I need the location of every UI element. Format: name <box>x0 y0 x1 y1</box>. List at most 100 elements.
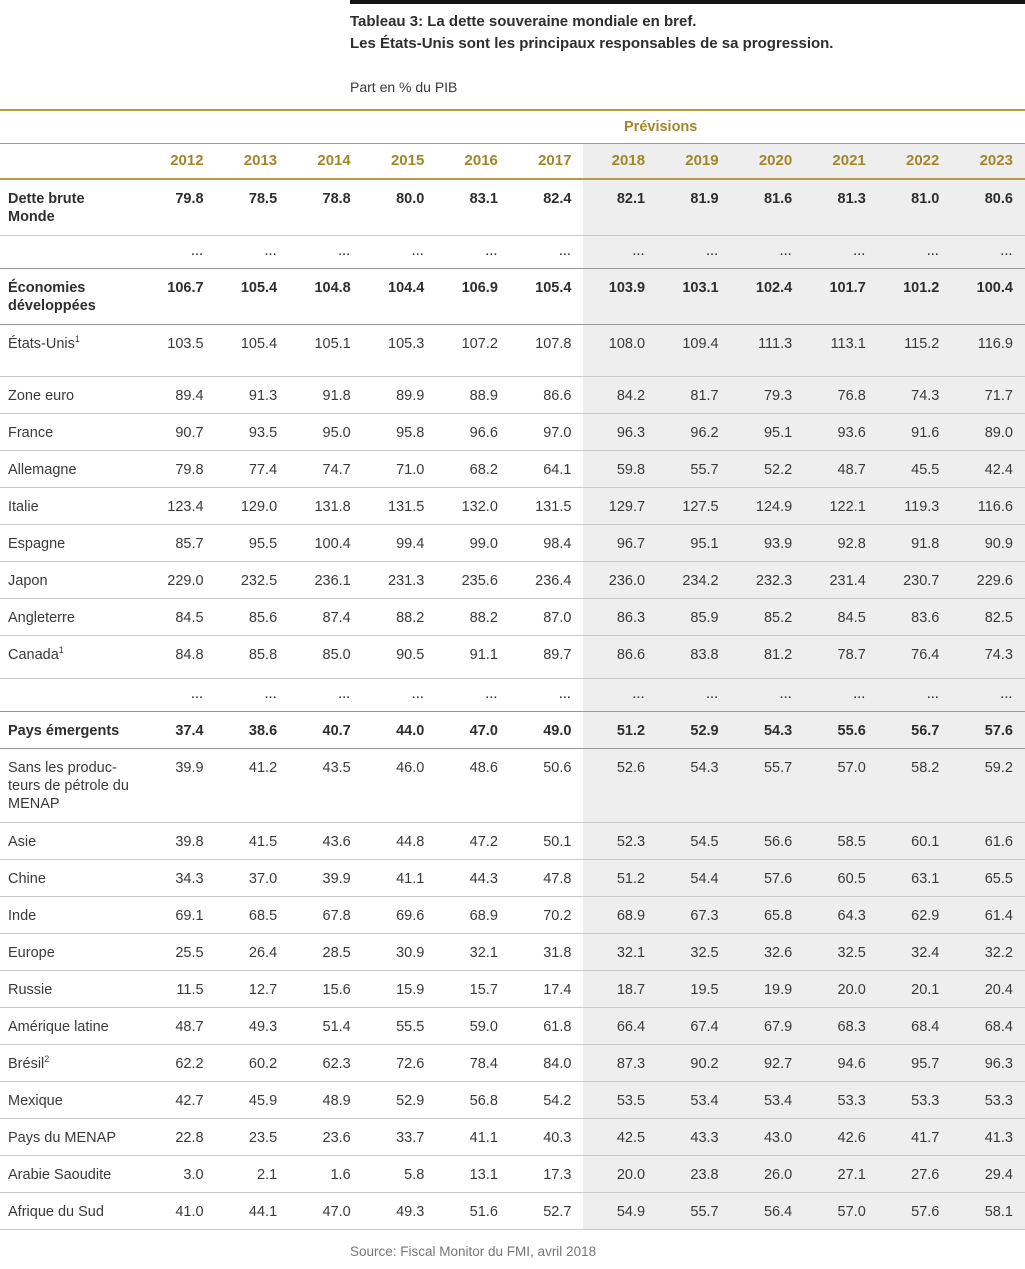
value-cell: 98.4 <box>543 536 572 552</box>
value-cell: 54.4 <box>657 860 731 896</box>
value-cell: 132.0 <box>461 499 498 515</box>
value-cell: 105.4 <box>240 280 278 296</box>
value-cell: 57.6 <box>951 712 1025 748</box>
table-row: Mexique 42.7 45.9 48.9 52.9 56.8 54.2 53.5 53.4… <box>0 1081 1025 1118</box>
value-cell: ... <box>657 679 731 711</box>
value-cell: 96.2 <box>657 414 731 450</box>
title-block: Tableau 3: La dette souveraine mondiale … <box>350 0 1025 95</box>
value-cell: 88.9 <box>469 388 498 404</box>
row-label: Chine <box>8 871 46 887</box>
value-cell: 85.7 <box>175 536 204 552</box>
value-cell: 55.6 <box>804 712 878 748</box>
value-cell: 79.8 <box>175 462 204 478</box>
value-cell: 124.9 <box>730 488 805 524</box>
value-cell: 17.3 <box>543 1167 572 1183</box>
value-cell: 32.5 <box>657 934 731 970</box>
value-cell: 60.2 <box>248 1056 278 1072</box>
value-cell: 20.1 <box>877 971 952 1007</box>
value-cell: 96.3 <box>951 1045 1025 1081</box>
value-cell: 111.3 <box>730 325 805 376</box>
value-cell: 80.6 <box>951 180 1025 235</box>
value-cell: ... <box>485 689 498 701</box>
value-cell: 235.6 <box>461 573 498 589</box>
value-cell: 18.7 <box>583 971 658 1007</box>
value-cell: 95.1 <box>657 525 731 561</box>
value-cell: 106.7 <box>167 280 204 296</box>
value-cell: 53.5 <box>583 1082 658 1118</box>
row-label: Afrique du Sud <box>8 1204 104 1220</box>
value-cell: 39.8 <box>175 834 204 850</box>
value-cell: ... <box>804 679 878 711</box>
source-note: Source: Fiscal Monitor du FMI, avril 201… <box>350 1244 597 1259</box>
value-cell: 84.2 <box>583 377 658 413</box>
value-cell: 108.0 <box>583 325 658 376</box>
value-cell: 95.1 <box>730 414 805 450</box>
value-cell: 107.8 <box>535 336 572 352</box>
table-row: Europe 25.5 26.4 28.5 30.9 32.1 31.8 32.1 32.5 3… <box>0 933 1025 970</box>
value-cell: 20.4 <box>951 971 1025 1007</box>
value-cell: 90.5 <box>396 647 425 663</box>
row-label <box>0 236 142 268</box>
value-cell: 95.7 <box>877 1045 952 1081</box>
value-cell: 30.9 <box>396 945 425 961</box>
table-row: .................................... <box>0 235 1025 268</box>
value-cell: 3.0 <box>183 1167 204 1183</box>
value-cell: 85.9 <box>657 599 731 635</box>
value-cell: 81.0 <box>877 180 952 235</box>
value-cell: 62.2 <box>175 1056 204 1072</box>
value-cell: 99.4 <box>396 536 425 552</box>
table-row: Afrique du Sud 41.0 44.1 47.0 49.3 51.6 52.7 5… <box>0 1192 1025 1229</box>
row-label: France <box>8 425 54 441</box>
value-cell: 51.2 <box>583 712 658 748</box>
value-cell: 68.5 <box>248 908 278 924</box>
year-cell: 2016 <box>464 152 498 169</box>
value-cell: 43.0 <box>730 1119 805 1155</box>
value-cell: 2.1 <box>256 1167 278 1183</box>
value-cell: 49.0 <box>543 723 572 739</box>
value-cell: 1.6 <box>330 1167 351 1183</box>
forecast-header-row: Prévisions <box>0 109 1025 143</box>
value-cell: 234.2 <box>657 562 731 598</box>
value-cell: 25.5 <box>175 945 204 961</box>
value-cell: ... <box>264 689 278 701</box>
value-cell: 68.9 <box>469 908 498 924</box>
value-cell: 103.5 <box>167 336 204 352</box>
value-cell: 52.7 <box>543 1204 572 1220</box>
value-cell: 80.0 <box>396 191 425 207</box>
value-cell: ... <box>485 246 498 258</box>
value-cell: ... <box>412 689 425 701</box>
value-cell: 59.2 <box>951 749 1025 822</box>
value-cell: 88.2 <box>396 610 425 626</box>
value-cell: 95.5 <box>248 536 278 552</box>
value-cell: 105.3 <box>388 336 425 352</box>
value-cell: 58.2 <box>877 749 952 822</box>
value-cell: 93.9 <box>730 525 805 561</box>
value-cell: 131.5 <box>388 499 425 515</box>
value-cell: 91.3 <box>248 388 278 404</box>
row-label: États-Unis1 <box>8 334 80 352</box>
value-cell: 102.4 <box>730 269 805 324</box>
table-row: États-Unis1 103.5 105.4 105.1 105.3 107.2 107… <box>0 324 1025 376</box>
value-cell: ... <box>583 679 658 711</box>
value-cell: 74.3 <box>951 636 1025 678</box>
value-cell: 72.6 <box>396 1056 425 1072</box>
value-cell: 48.7 <box>804 451 878 487</box>
value-cell: 41.5 <box>248 834 278 850</box>
value-cell: 119.3 <box>877 488 952 524</box>
value-cell: 56.4 <box>730 1193 805 1229</box>
value-cell: 39.9 <box>322 871 351 887</box>
value-cell: 85.6 <box>248 610 278 626</box>
value-cell: 92.7 <box>730 1045 805 1081</box>
value-cell: 49.3 <box>396 1204 425 1220</box>
value-cell: 26.0 <box>730 1156 805 1192</box>
value-cell: 230.7 <box>877 562 952 598</box>
value-cell: 15.6 <box>322 982 351 998</box>
value-cell: 96.6 <box>469 425 498 441</box>
table-row: Pays du MENAP 22.8 23.5 23.6 33.7 41.1 40.3 42… <box>0 1118 1025 1155</box>
value-cell: 61.6 <box>951 823 1025 859</box>
year-cell: 2022 <box>877 144 952 178</box>
value-cell: 231.4 <box>804 562 878 598</box>
value-cell: 231.3 <box>388 573 425 589</box>
value-cell: 52.6 <box>583 749 658 822</box>
value-cell: 42.6 <box>804 1119 878 1155</box>
